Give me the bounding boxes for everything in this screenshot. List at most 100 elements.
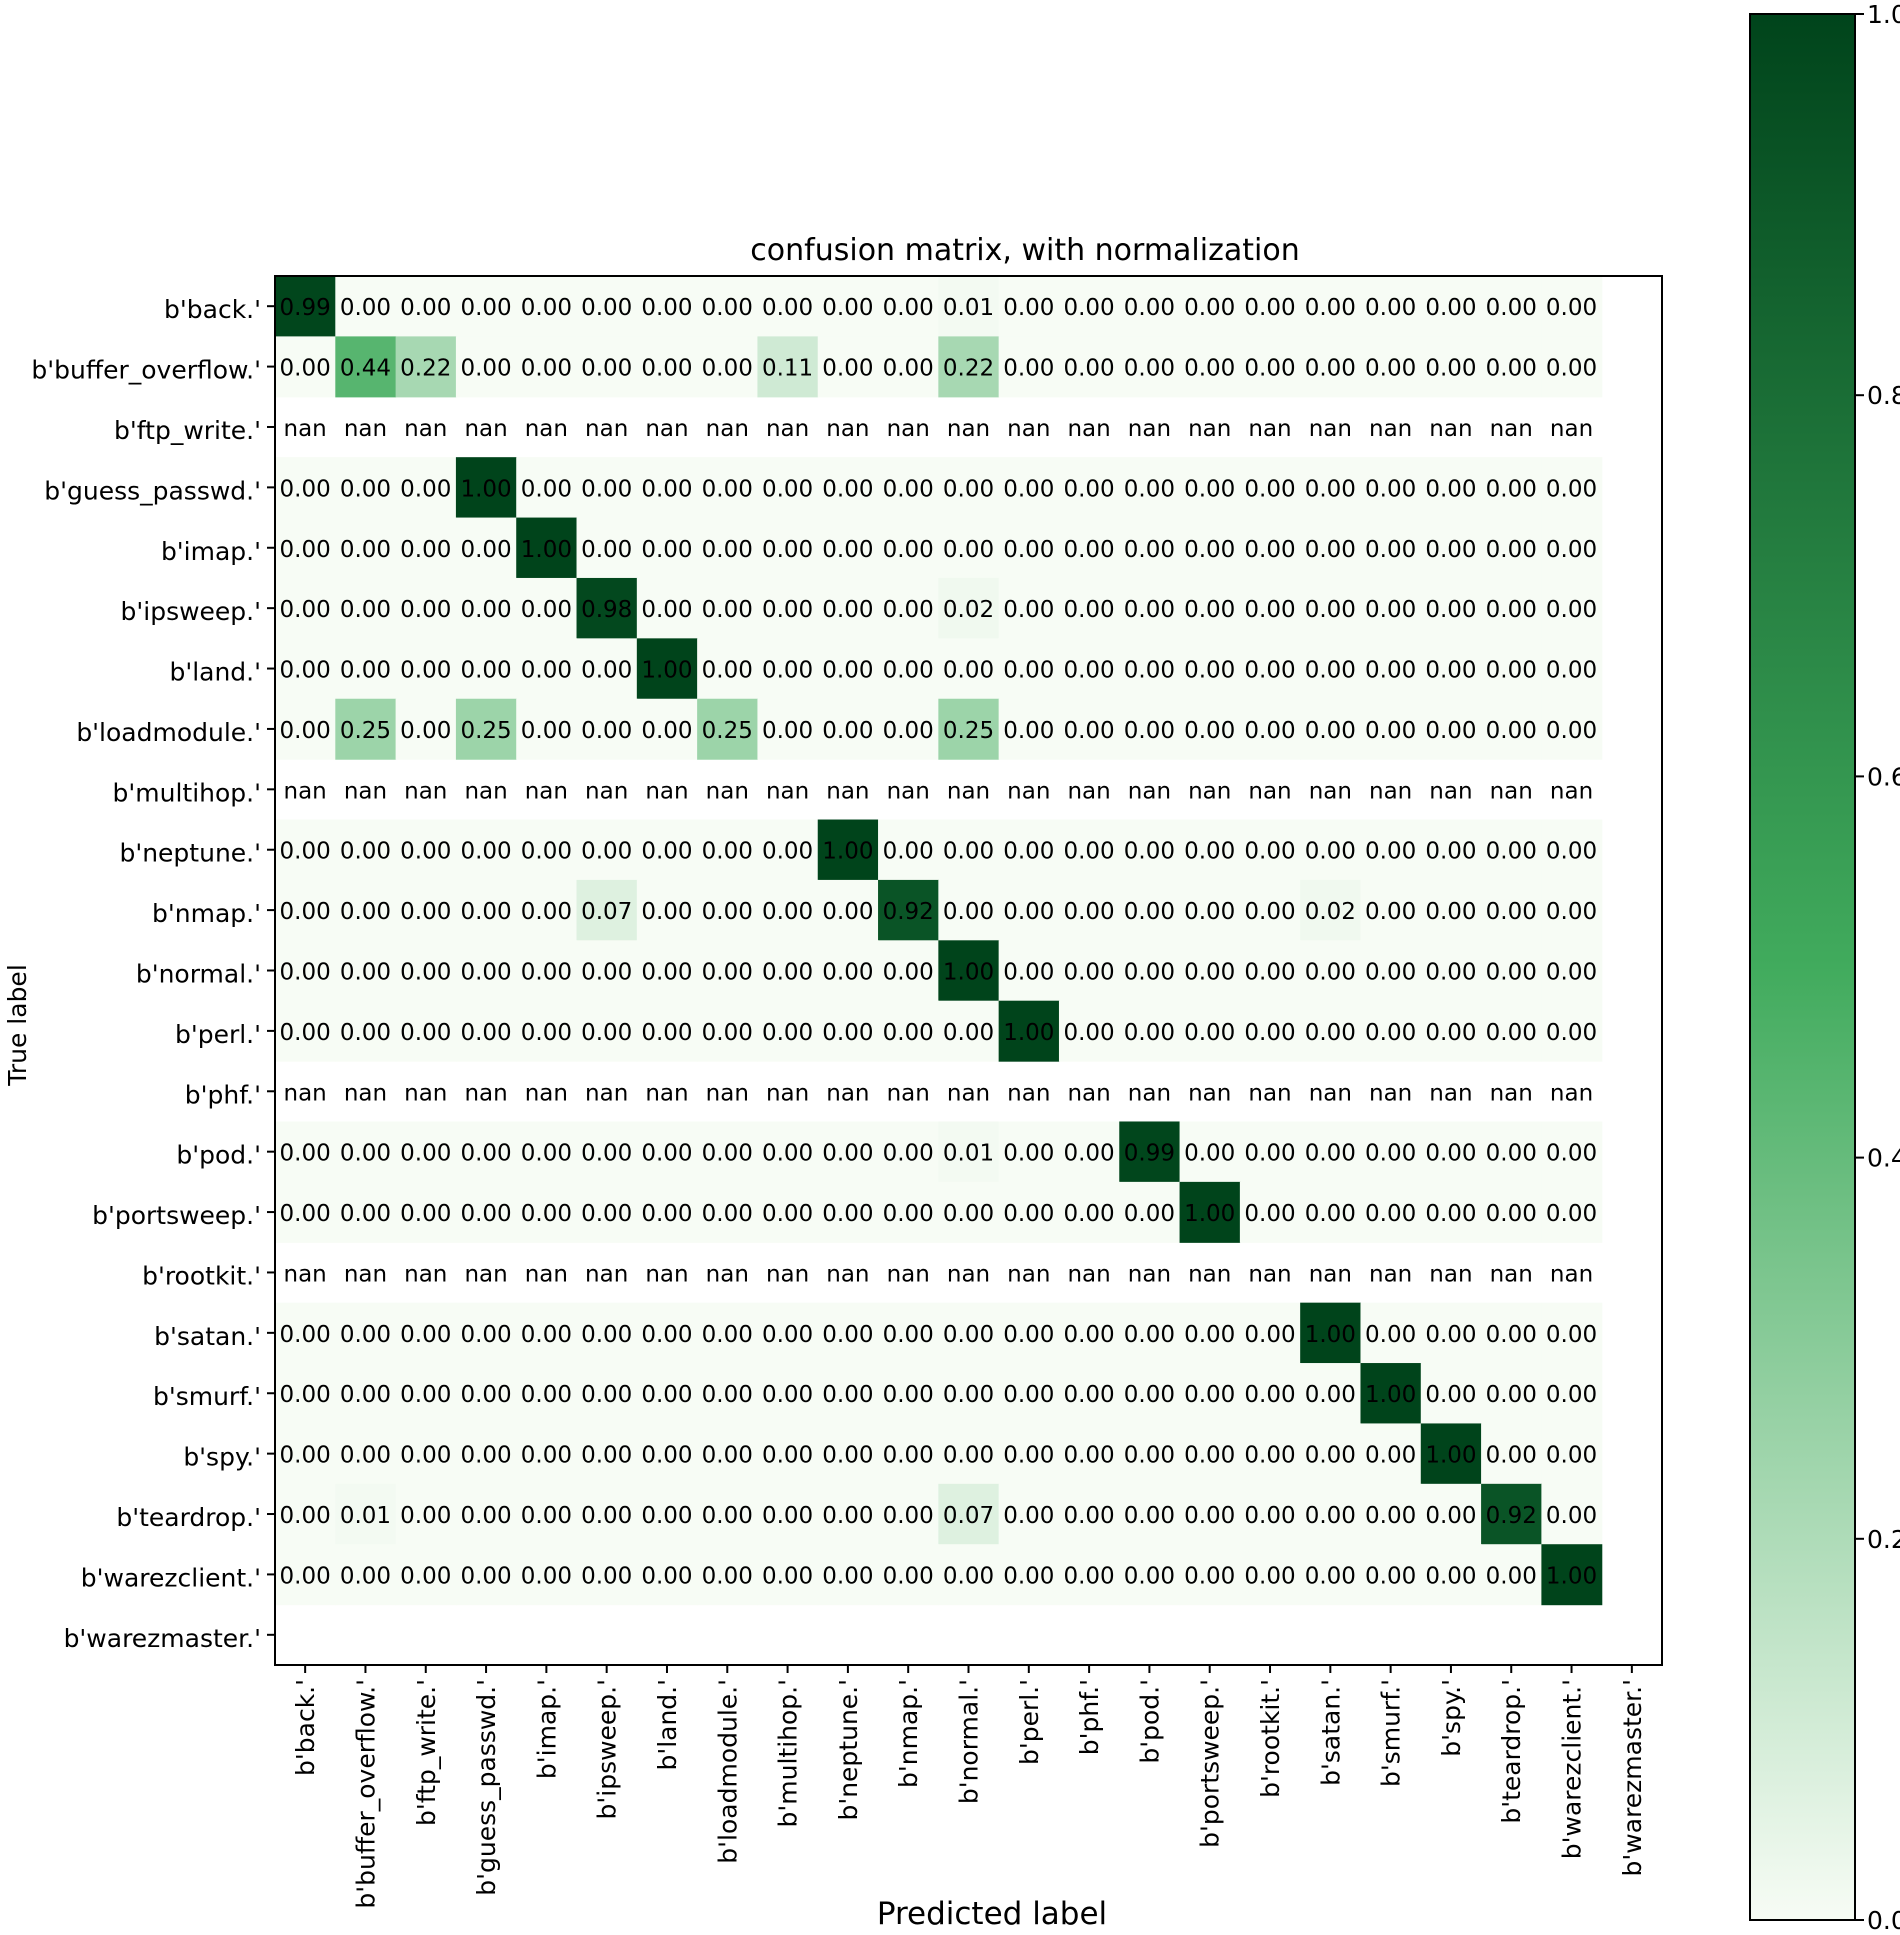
heatmap-cell	[998, 336, 1060, 398]
cell-value: 0.00	[1063, 1503, 1114, 1529]
heatmap-cell	[636, 1121, 698, 1183]
cell-value: nan	[284, 1080, 327, 1106]
cell-value: 0.00	[460, 1322, 511, 1348]
heatmap-cell	[576, 577, 638, 639]
cell-value: 1.00	[1365, 1382, 1416, 1408]
colorbar-tick-label: 1.0	[1867, 0, 1900, 29]
heatmap-cell	[335, 819, 397, 881]
cell-value: 0.00	[1305, 356, 1356, 382]
heatmap-cell	[516, 1121, 578, 1183]
cell-value: 0.00	[1425, 899, 1476, 925]
heatmap-cell	[335, 1423, 397, 1485]
heatmap-cell	[1179, 1363, 1241, 1425]
cell-value: 0.00	[1425, 476, 1476, 502]
cell-value: 0.00	[1305, 1382, 1356, 1408]
cell-value: 1.00	[1003, 1020, 1054, 1046]
heatmap-cell	[878, 336, 939, 398]
cell-value: 0.00	[581, 839, 632, 865]
cell-value: 0.00	[581, 1141, 632, 1167]
x-tick-label: b'buffer_overflow.'	[351, 1679, 380, 1909]
heatmap-cell	[395, 879, 457, 941]
heatmap-cell	[576, 1483, 638, 1545]
heatmap-cell	[1119, 336, 1181, 398]
heatmap-cell	[636, 1000, 698, 1062]
heatmap-cell	[1300, 1423, 1362, 1485]
cell-value: nan	[887, 416, 930, 442]
heatmap-cell	[1300, 638, 1362, 700]
cell-value: 0.00	[400, 1201, 451, 1227]
cell-value: 0.00	[702, 1201, 753, 1227]
cell-value: nan	[1248, 416, 1291, 442]
cell-value: 0.00	[883, 1443, 934, 1469]
heatmap-cell	[395, 698, 457, 760]
cell-value: 0.00	[1003, 1443, 1054, 1469]
cell-value: nan	[947, 778, 990, 804]
cell-value: 0.00	[1244, 899, 1295, 925]
heatmap-cell	[1360, 1544, 1422, 1606]
heatmap-cell	[1119, 577, 1181, 639]
y-tick-label: b'imap.'	[161, 537, 261, 566]
heatmap-cell	[1179, 1483, 1241, 1545]
cell-value: 1.00	[460, 476, 511, 502]
cell-value: nan	[1128, 1080, 1171, 1106]
cell-value: 0.00	[702, 1141, 753, 1167]
heatmap-cell	[1239, 819, 1301, 881]
heatmap-cell	[1420, 276, 1482, 337]
cell-value-labels: 0.99 0.00 0.00 0.00 0.00 0.00 0.00 0.00 0.00 0.00…	[280, 295, 1598, 1589]
y-tick-label: b'pod.'	[176, 1141, 261, 1170]
heatmap-cell	[1179, 457, 1241, 519]
cell-value: 0.00	[1244, 1141, 1295, 1167]
cell-value: 0.00	[641, 356, 692, 382]
cell-value: nan	[1248, 1261, 1291, 1287]
cell-value: 0.00	[1365, 597, 1416, 623]
heatmap-cell	[697, 457, 759, 519]
x-tick-label: b'spy.'	[1437, 1679, 1466, 1757]
x-tick-label: b'loadmodule.'	[713, 1679, 742, 1864]
cell-value: 0.00	[1305, 1201, 1356, 1227]
cell-value: 0.00	[521, 1503, 572, 1529]
cell-value: 0.00	[1184, 658, 1235, 684]
cell-value: 0.00	[1063, 476, 1114, 502]
y-tick-label: b'satan.'	[154, 1322, 261, 1351]
heatmap-cell	[817, 1483, 879, 1545]
cell-value: 0.00	[1063, 597, 1114, 623]
cell-value: nan	[1007, 1080, 1050, 1106]
heatmap-cell	[878, 1544, 939, 1606]
cell-value: 0.00	[1305, 960, 1356, 986]
heatmap-cell	[1179, 698, 1241, 760]
cell-value: 0.00	[943, 1020, 994, 1046]
cell-value: 0.00	[1425, 1322, 1476, 1348]
heatmap-cell	[1481, 457, 1542, 519]
cell-value: 0.00	[280, 899, 331, 925]
heatmap-cell	[1360, 517, 1422, 579]
cell-value: 0.00	[1124, 899, 1175, 925]
cell-value: nan	[1309, 778, 1352, 804]
cell-value: 0.00	[400, 476, 451, 502]
heatmap-cell	[938, 457, 1000, 519]
cell-value: 0.00	[822, 899, 873, 925]
heatmap-cell	[1119, 1423, 1181, 1485]
cell-value: 0.00	[460, 295, 511, 321]
heatmap-cell	[817, 457, 879, 519]
heatmap-cell	[1420, 879, 1482, 941]
heatmap-cell	[1119, 1302, 1181, 1364]
cell-value: 0.00	[1124, 1382, 1175, 1408]
cell-value: 0.00	[1425, 960, 1476, 986]
cell-value: 0.00	[460, 1443, 511, 1469]
cell-value: 0.00	[883, 1020, 934, 1046]
heatmap-cell	[1119, 1483, 1181, 1545]
heatmap-cell	[1239, 336, 1301, 398]
heatmap-cell	[1481, 1181, 1542, 1243]
x-tick-label: b'warezclient.'	[1558, 1679, 1587, 1859]
heatmap-cell	[1179, 1121, 1241, 1183]
cell-value: 0.00	[762, 537, 813, 563]
cell-value: 0.00	[822, 960, 873, 986]
heatmap-cell	[1119, 638, 1181, 700]
heatmap-cell	[1058, 698, 1120, 760]
heatmap-cell	[576, 1302, 638, 1364]
heatmap-cell	[1300, 1000, 1362, 1062]
y-tick-label: b'portsweep.'	[92, 1201, 261, 1230]
cell-value: 0.00	[943, 537, 994, 563]
heatmap-cell	[998, 879, 1060, 941]
cell-value: nan	[706, 416, 749, 442]
